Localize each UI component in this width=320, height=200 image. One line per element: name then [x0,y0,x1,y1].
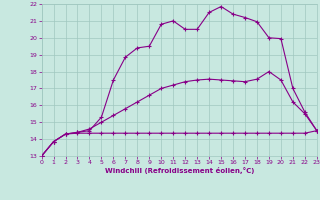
X-axis label: Windchill (Refroidissement éolien,°C): Windchill (Refroidissement éolien,°C) [105,167,254,174]
